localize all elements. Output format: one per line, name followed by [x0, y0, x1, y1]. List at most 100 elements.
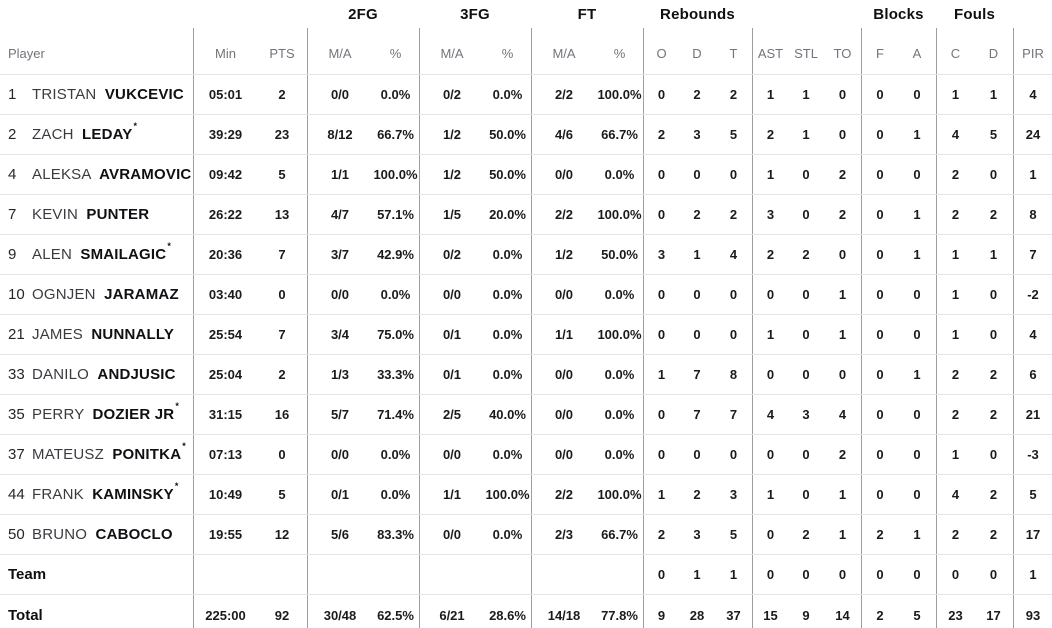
stat-cell: 1: [936, 75, 974, 114]
player-number: 50: [8, 526, 25, 543]
stat-cell: 4: [1013, 75, 1052, 114]
col-header-2fg-pct: %: [389, 46, 402, 61]
player-first-name: ALEN: [32, 246, 77, 263]
player-row: Total 225:00 92 30/48 62.5% 6/21 28.6% 14/18 77…: [0, 595, 1052, 628]
stat-cell: 1/5: [419, 195, 484, 234]
stat-cell: 1: [643, 355, 679, 394]
player-number: 33: [8, 366, 25, 383]
stat-cell: 0/0: [531, 395, 596, 434]
player-first-name: ZACH: [32, 126, 78, 143]
col-header-to: TO: [833, 46, 852, 61]
stat-cell: -3: [1013, 435, 1052, 474]
stat-cell: 75.0%: [377, 327, 414, 342]
stat-cell: 1/1: [307, 155, 372, 194]
stat-cell: 9: [802, 607, 810, 623]
stat-cell: 0: [861, 315, 898, 354]
stat-cell: 2: [936, 195, 974, 234]
column-header-row: Player Min PTS M/A % M/A % M/A % O D T A…: [0, 28, 1052, 75]
row-label: Team: [8, 566, 47, 583]
stat-cell: 17: [986, 607, 1001, 623]
stat-cell: 0/0: [307, 75, 372, 114]
starter-mark: *: [167, 241, 171, 251]
stat-cell: 0.0%: [604, 447, 635, 462]
stat-cell: 2: [838, 207, 847, 222]
stat-cell: 07:13: [193, 435, 257, 474]
player-row: 10 OGNJEN JARAMAZ 03:40 0 0/0 0.0% 0/0 0.0% 0/…: [0, 275, 1052, 315]
player-first-name: OGNJEN: [32, 286, 101, 303]
stat-cell: 0.0%: [380, 447, 411, 462]
stat-cell: 0.0%: [380, 487, 411, 502]
stat-cell: 7: [1013, 235, 1052, 274]
stat-cell: 0/2: [419, 235, 484, 274]
stat-cell: 3: [729, 487, 738, 502]
player-name: FRANK KAMINSKY*: [32, 481, 178, 503]
stat-cell: 8: [729, 367, 738, 382]
stat-cell: 1: [752, 475, 788, 514]
stat-cell: 2: [989, 527, 998, 542]
stat-cell: 23: [936, 595, 974, 628]
stat-cell: 0: [989, 447, 998, 462]
stat-cell: 0: [729, 167, 738, 182]
stat-cell: 3: [693, 527, 701, 542]
stat-cell: 0: [838, 367, 847, 382]
stat-cell: 1: [936, 435, 974, 474]
stat-cell: 1/2: [531, 235, 596, 274]
col-header-min: Min: [193, 28, 257, 74]
stat-cell: 0: [802, 327, 810, 342]
stat-cell: 0: [729, 287, 738, 302]
player-first-name: PERRY: [32, 406, 89, 423]
stat-cell: 0.0%: [492, 247, 523, 262]
stat-cell: 2: [989, 207, 998, 222]
stat-cell: 1: [752, 315, 788, 354]
stat-cell: 0: [989, 327, 998, 342]
stat-cell: 4: [838, 407, 847, 422]
stat-cell: 1: [838, 287, 847, 302]
player-number: 44: [8, 486, 25, 503]
stat-cell: 4/6: [531, 115, 596, 154]
group-blocks: Blocks: [873, 5, 924, 23]
stat-cell: 31:15: [193, 395, 257, 434]
stat-cell: 0: [752, 435, 788, 474]
stat-cell: 1: [802, 127, 810, 142]
stat-cell: 0: [913, 327, 921, 342]
player-last-name: SMAILAGIC: [80, 246, 167, 263]
stat-cell: 09:42: [193, 155, 257, 194]
stat-cell: 4: [936, 115, 974, 154]
stat-cell: 0: [643, 555, 679, 594]
player-number: 4: [8, 166, 17, 183]
stat-cell: 2: [802, 247, 810, 262]
stat-cell: 0/0: [419, 275, 484, 314]
stat-cell: 30/48: [307, 595, 372, 628]
player-cell: 44 FRANK KAMINSKY*: [0, 475, 193, 514]
stat-cell: 100.0%: [597, 87, 642, 102]
stat-cell: 2/2: [531, 75, 596, 114]
stat-cell: 3/7: [307, 235, 372, 274]
stat-cell: 4/7: [307, 195, 372, 234]
stat-cell: [531, 555, 596, 594]
group-ft: FT: [577, 5, 597, 23]
stat-cell: 25:04: [193, 355, 257, 394]
stat-cell: 0: [989, 167, 998, 182]
stat-cell: 7: [729, 407, 738, 422]
stat-cell: 0.0%: [492, 367, 523, 382]
stat-cell: 77.8%: [601, 607, 638, 623]
stat-cell: 0: [802, 207, 810, 222]
stat-cell: 0/2: [419, 75, 484, 114]
stat-cell: 0: [989, 287, 998, 302]
stat-cell: 1: [913, 527, 921, 542]
stat-cell: 0: [643, 155, 679, 194]
player-name: MATEUSZ PONITKA*: [32, 441, 186, 463]
player-last-name: PUNTER: [86, 206, 150, 223]
player-cell: Total: [0, 595, 193, 628]
stat-cell: 2: [861, 595, 898, 628]
stat-cell: 92: [274, 607, 290, 623]
stat-cell: 5: [913, 607, 921, 623]
stat-cell: 0: [861, 435, 898, 474]
stat-cell: 42.9%: [377, 247, 414, 262]
stat-cell: 1: [989, 247, 998, 262]
stat-cell: 5: [729, 127, 738, 142]
player-number: 35: [8, 406, 25, 423]
stat-cell: 0.0%: [380, 87, 411, 102]
stat-cell: 1: [838, 327, 847, 342]
stat-cell: [419, 555, 484, 594]
